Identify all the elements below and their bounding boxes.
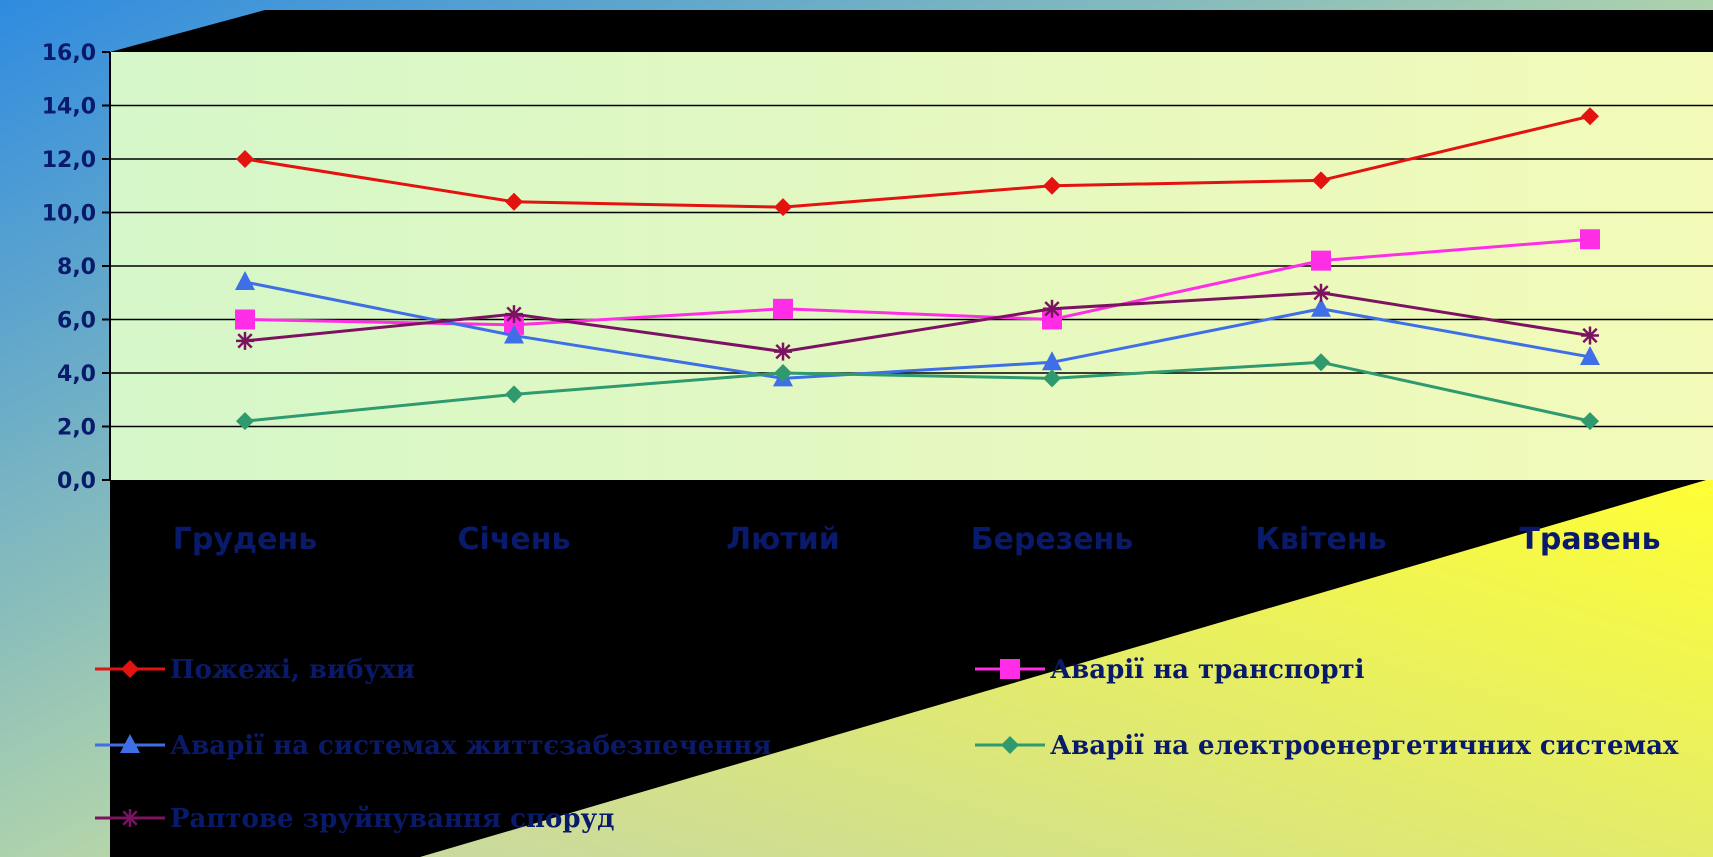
lower-band <box>110 478 1713 857</box>
y-axis: 0,0 2,0 4,0 6,0 8,0 10,0 12,0 14,0 16,0 <box>42 41 111 494</box>
data-point <box>504 324 524 344</box>
series-line <box>244 291 1591 354</box>
x-tick-label: Січень <box>458 522 571 557</box>
series-1 <box>235 229 1600 335</box>
legend-item: Аварії на електроенергетичних системах <box>975 731 1679 761</box>
data-point <box>505 305 523 324</box>
y-tick-label: 10,0 <box>42 202 96 227</box>
x-axis: Грудень Січень Лютий Березень Квітень Травень <box>173 522 1661 557</box>
top-band <box>110 10 1713 52</box>
data-point <box>1043 369 1061 388</box>
series-line <box>244 237 1591 327</box>
legend: Пожежі, вибухи Аварії на транспорті Аварії… <box>95 655 1679 834</box>
y-tick-label: 14,0 <box>42 95 96 120</box>
legend-label: Пожежі, вибухи <box>170 655 415 685</box>
data-point <box>236 331 254 350</box>
data-point <box>505 192 523 211</box>
data-point <box>1043 299 1061 318</box>
series-line <box>244 114 1591 209</box>
legend-marker <box>121 809 139 827</box>
grid-lines <box>110 104 1713 428</box>
data-point <box>1043 176 1061 195</box>
data-point <box>774 342 792 361</box>
data-point <box>236 150 254 168</box>
y-tick-label: 16,0 <box>42 41 96 66</box>
legend-item: Раптове зруйнування споруд <box>95 804 615 834</box>
legend-label: Аварії на електроенергетичних системах <box>1050 731 1679 761</box>
y-tick-label: 2,0 <box>57 416 96 441</box>
data-point <box>1312 283 1330 302</box>
data-point <box>1042 351 1062 371</box>
data-point <box>774 364 792 382</box>
legend-item: Аварії на транспорті <box>975 655 1365 685</box>
legend-label: Аварії на системах життєзабезпечення <box>170 731 772 761</box>
data-point <box>1312 353 1330 372</box>
series-4 <box>236 283 1599 361</box>
y-tick-label: 8,0 <box>57 255 96 280</box>
series-line <box>244 280 1591 380</box>
y-tick-label: 4,0 <box>57 362 96 387</box>
legend-marker <box>120 734 140 753</box>
x-tick-label: Грудень <box>173 522 317 557</box>
data-point <box>1580 229 1600 250</box>
data-point <box>1311 250 1331 271</box>
data-point <box>1581 107 1599 126</box>
data-point <box>1311 297 1331 317</box>
data-point <box>1580 345 1600 365</box>
x-tick-label: Лютий <box>726 522 840 557</box>
data-point <box>1312 171 1330 190</box>
legend-marker <box>1000 659 1020 679</box>
data-point <box>774 198 792 217</box>
x-tick-label: Травень <box>1519 522 1660 557</box>
data-point <box>235 271 255 291</box>
legend-marker <box>1001 736 1019 754</box>
series-0 <box>236 107 1599 217</box>
data-point <box>1581 326 1599 345</box>
data-point <box>1581 412 1599 431</box>
x-tick-label: Квітень <box>1255 522 1386 557</box>
data-point <box>773 298 793 319</box>
legend-item: Аварії на системах життєзабезпечення <box>95 731 772 761</box>
y-tick-label: 0,0 <box>57 469 96 494</box>
data-point <box>505 385 523 404</box>
data-point <box>235 309 255 330</box>
y-tick-label: 12,0 <box>42 148 96 173</box>
series-3 <box>236 353 1599 431</box>
x-tick-label: Березень <box>971 522 1134 557</box>
legend-marker <box>121 660 139 678</box>
y-tick-label: 6,0 <box>57 309 96 334</box>
data-point <box>236 412 254 431</box>
legend-label: Раптове зруйнування споруд <box>170 804 615 834</box>
series-line <box>244 360 1591 423</box>
legend-item: Пожежі, вибухи <box>95 655 415 685</box>
series-2 <box>235 271 1600 387</box>
legend-label: Аварії на транспорті <box>1050 655 1365 685</box>
series-layer <box>235 107 1600 431</box>
